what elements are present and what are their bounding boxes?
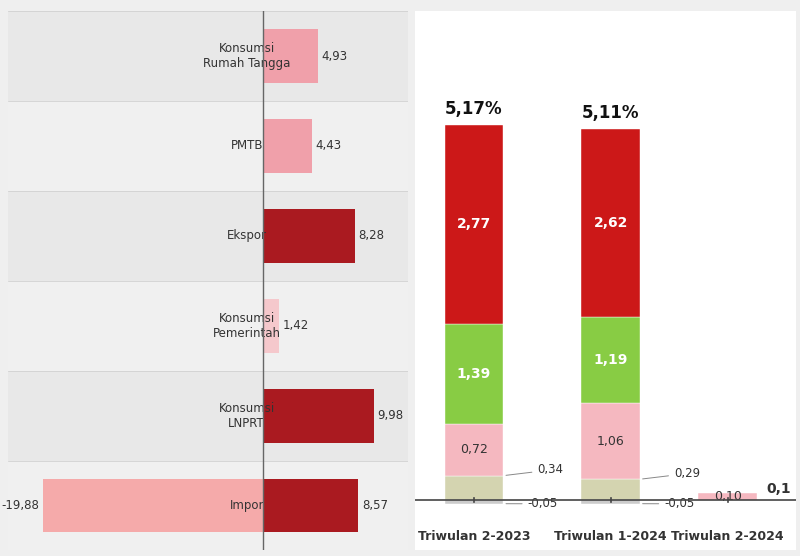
Text: 2,77: 2,77 <box>457 217 491 231</box>
Text: -19,88: -19,88 <box>2 499 39 512</box>
Bar <box>445 475 503 500</box>
Bar <box>582 500 640 504</box>
Text: Triwulan 2-2023: Triwulan 2-2023 <box>418 530 530 543</box>
Text: PMTB: PMTB <box>230 140 263 152</box>
Text: -0,05: -0,05 <box>506 497 558 510</box>
Text: Konsumsi
LNPRT: Konsumsi LNPRT <box>218 401 274 430</box>
Bar <box>0 11 800 101</box>
Text: Ekspor: Ekspor <box>226 229 266 242</box>
Text: 0,29: 0,29 <box>642 467 700 480</box>
Bar <box>263 389 374 443</box>
Text: 4,43: 4,43 <box>316 140 342 152</box>
Bar <box>263 299 279 353</box>
Bar <box>582 129 640 317</box>
Bar <box>42 479 263 533</box>
Bar <box>445 424 503 475</box>
Text: 1,06: 1,06 <box>597 435 625 448</box>
Text: 0,34: 0,34 <box>506 464 563 476</box>
Text: 8,28: 8,28 <box>358 229 385 242</box>
Text: 0,1: 0,1 <box>766 482 791 497</box>
Bar <box>0 371 800 460</box>
Text: 1,39: 1,39 <box>457 367 491 381</box>
Text: 4,93: 4,93 <box>322 49 347 63</box>
Text: Triwulan 2-2024: Triwulan 2-2024 <box>671 530 784 543</box>
Text: 9,98: 9,98 <box>378 409 403 422</box>
Bar <box>0 281 800 371</box>
Text: Konsumsi
Rumah Tangga: Konsumsi Rumah Tangga <box>203 42 290 70</box>
Bar <box>582 479 640 500</box>
Text: 1,19: 1,19 <box>594 353 628 368</box>
Text: 5,11%: 5,11% <box>582 104 639 122</box>
Text: -0,05: -0,05 <box>642 497 694 510</box>
Bar <box>0 191 800 281</box>
Bar <box>263 119 313 173</box>
Bar <box>582 403 640 479</box>
Text: Triwulan 1-2024: Triwulan 1-2024 <box>554 530 667 543</box>
Text: Impor: Impor <box>230 499 264 512</box>
Bar <box>445 324 503 424</box>
Bar <box>0 460 800 550</box>
Bar <box>263 479 358 533</box>
Text: 1,42: 1,42 <box>282 319 309 332</box>
Text: 0,72: 0,72 <box>460 443 488 456</box>
Bar <box>0 101 800 191</box>
Bar <box>582 317 640 403</box>
Text: Konsumsi
Pemerintah: Konsumsi Pemerintah <box>213 312 281 340</box>
Bar <box>263 29 318 83</box>
Bar <box>698 493 757 500</box>
Bar <box>445 500 503 504</box>
Bar <box>263 209 355 263</box>
Text: 0,10: 0,10 <box>714 490 742 503</box>
Text: 8,57: 8,57 <box>362 499 388 512</box>
Bar <box>445 125 503 324</box>
Text: 2,62: 2,62 <box>594 216 628 230</box>
Text: 5,17%: 5,17% <box>445 100 502 117</box>
